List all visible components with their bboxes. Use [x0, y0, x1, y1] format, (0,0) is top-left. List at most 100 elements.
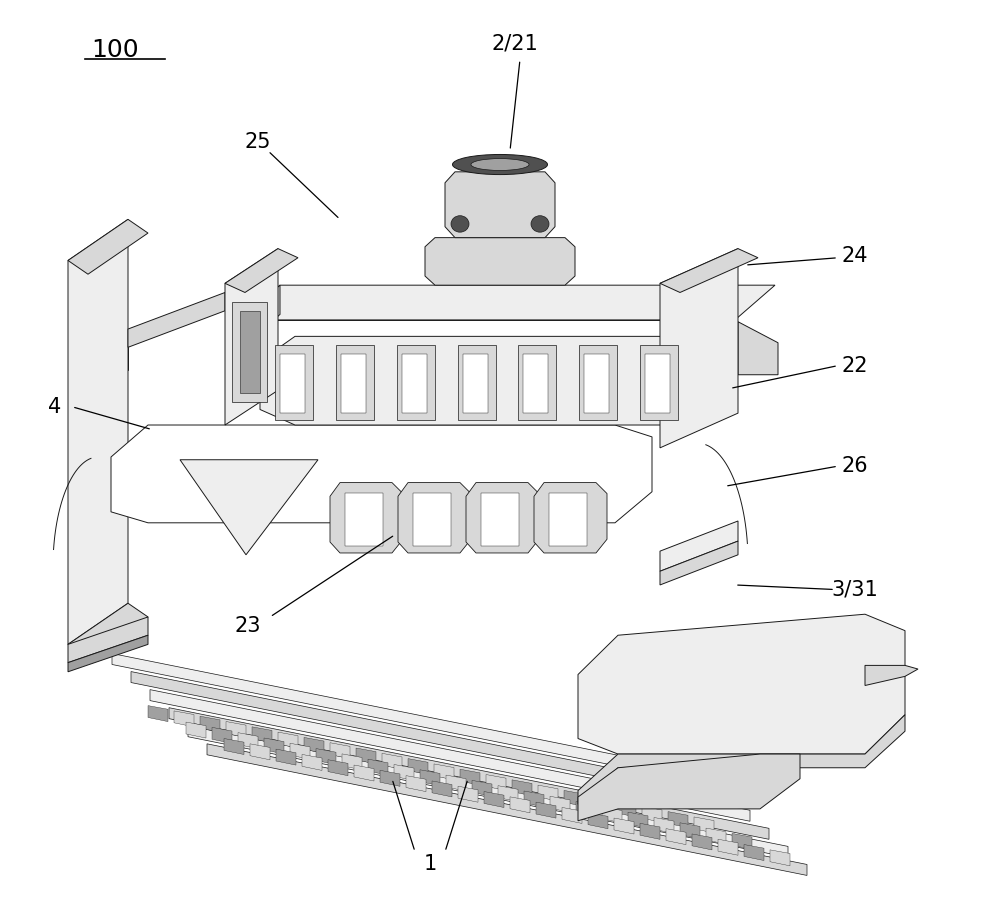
Bar — [402, 354, 427, 413]
Bar — [280, 354, 305, 413]
Polygon shape — [150, 690, 750, 822]
Bar — [549, 493, 587, 546]
Polygon shape — [200, 717, 220, 732]
Polygon shape — [68, 635, 148, 672]
Polygon shape — [578, 754, 800, 821]
Polygon shape — [304, 738, 324, 753]
Text: 26: 26 — [842, 456, 868, 476]
Polygon shape — [186, 722, 206, 739]
Polygon shape — [588, 813, 608, 829]
Polygon shape — [68, 219, 148, 274]
Bar — [345, 493, 383, 546]
Polygon shape — [590, 796, 610, 812]
Polygon shape — [718, 839, 738, 856]
Text: 22: 22 — [842, 356, 868, 376]
Polygon shape — [264, 738, 284, 754]
Bar — [523, 354, 548, 413]
Polygon shape — [368, 760, 388, 775]
Text: 3/31: 3/31 — [832, 579, 878, 600]
Bar — [458, 345, 496, 420]
Polygon shape — [432, 781, 452, 797]
Text: 23: 23 — [235, 616, 261, 636]
Bar — [413, 493, 451, 546]
Polygon shape — [460, 770, 480, 785]
Polygon shape — [446, 775, 466, 791]
Polygon shape — [458, 786, 478, 802]
Bar — [645, 354, 670, 413]
Polygon shape — [342, 754, 362, 770]
Bar — [640, 345, 678, 420]
Polygon shape — [250, 744, 270, 760]
Polygon shape — [225, 249, 298, 292]
Polygon shape — [640, 824, 660, 839]
Polygon shape — [865, 665, 918, 686]
Polygon shape — [614, 818, 634, 834]
Polygon shape — [744, 845, 764, 861]
Bar — [336, 345, 374, 420]
Polygon shape — [382, 753, 402, 770]
Polygon shape — [538, 785, 558, 801]
Polygon shape — [534, 483, 607, 553]
Polygon shape — [524, 791, 544, 807]
Text: 25: 25 — [245, 132, 271, 152]
Polygon shape — [302, 754, 322, 771]
Polygon shape — [660, 249, 738, 448]
Polygon shape — [660, 249, 758, 292]
Polygon shape — [252, 727, 272, 743]
Polygon shape — [536, 802, 556, 818]
Polygon shape — [328, 760, 348, 776]
Polygon shape — [668, 812, 688, 828]
Polygon shape — [316, 749, 336, 764]
Polygon shape — [180, 460, 318, 555]
Text: 100: 100 — [91, 38, 139, 62]
Polygon shape — [434, 764, 454, 780]
Polygon shape — [666, 829, 686, 845]
Polygon shape — [578, 715, 905, 804]
Polygon shape — [356, 748, 376, 764]
Polygon shape — [240, 320, 735, 349]
Polygon shape — [706, 828, 726, 845]
Text: 24: 24 — [842, 246, 868, 266]
Polygon shape — [738, 322, 778, 375]
Polygon shape — [616, 801, 636, 817]
Polygon shape — [484, 792, 504, 808]
Polygon shape — [169, 707, 769, 839]
Polygon shape — [472, 781, 492, 796]
Polygon shape — [212, 728, 232, 743]
Polygon shape — [111, 425, 652, 523]
Bar — [584, 354, 609, 413]
Polygon shape — [148, 706, 168, 722]
Polygon shape — [398, 483, 471, 553]
Polygon shape — [498, 786, 518, 802]
Polygon shape — [225, 249, 278, 425]
Polygon shape — [174, 711, 194, 727]
Bar — [240, 311, 260, 393]
Polygon shape — [420, 770, 440, 786]
Polygon shape — [408, 759, 428, 775]
Ellipse shape — [471, 159, 529, 171]
Bar — [341, 354, 366, 413]
Polygon shape — [276, 749, 296, 765]
Bar — [462, 354, 488, 413]
Bar — [518, 345, 556, 420]
Bar — [579, 345, 617, 420]
Polygon shape — [550, 796, 570, 813]
Polygon shape — [406, 776, 426, 792]
Polygon shape — [642, 806, 662, 823]
Polygon shape — [330, 743, 350, 759]
Polygon shape — [562, 807, 582, 824]
Polygon shape — [131, 672, 731, 803]
Polygon shape — [380, 771, 400, 786]
Polygon shape — [692, 834, 712, 850]
Polygon shape — [564, 791, 584, 806]
Polygon shape — [238, 733, 258, 749]
Polygon shape — [188, 726, 788, 857]
Polygon shape — [240, 285, 775, 320]
Polygon shape — [770, 850, 790, 866]
Polygon shape — [694, 817, 714, 833]
Polygon shape — [68, 617, 148, 663]
Bar — [481, 493, 519, 546]
Polygon shape — [628, 813, 648, 828]
Text: 2/21: 2/21 — [492, 34, 538, 54]
Polygon shape — [224, 739, 244, 755]
